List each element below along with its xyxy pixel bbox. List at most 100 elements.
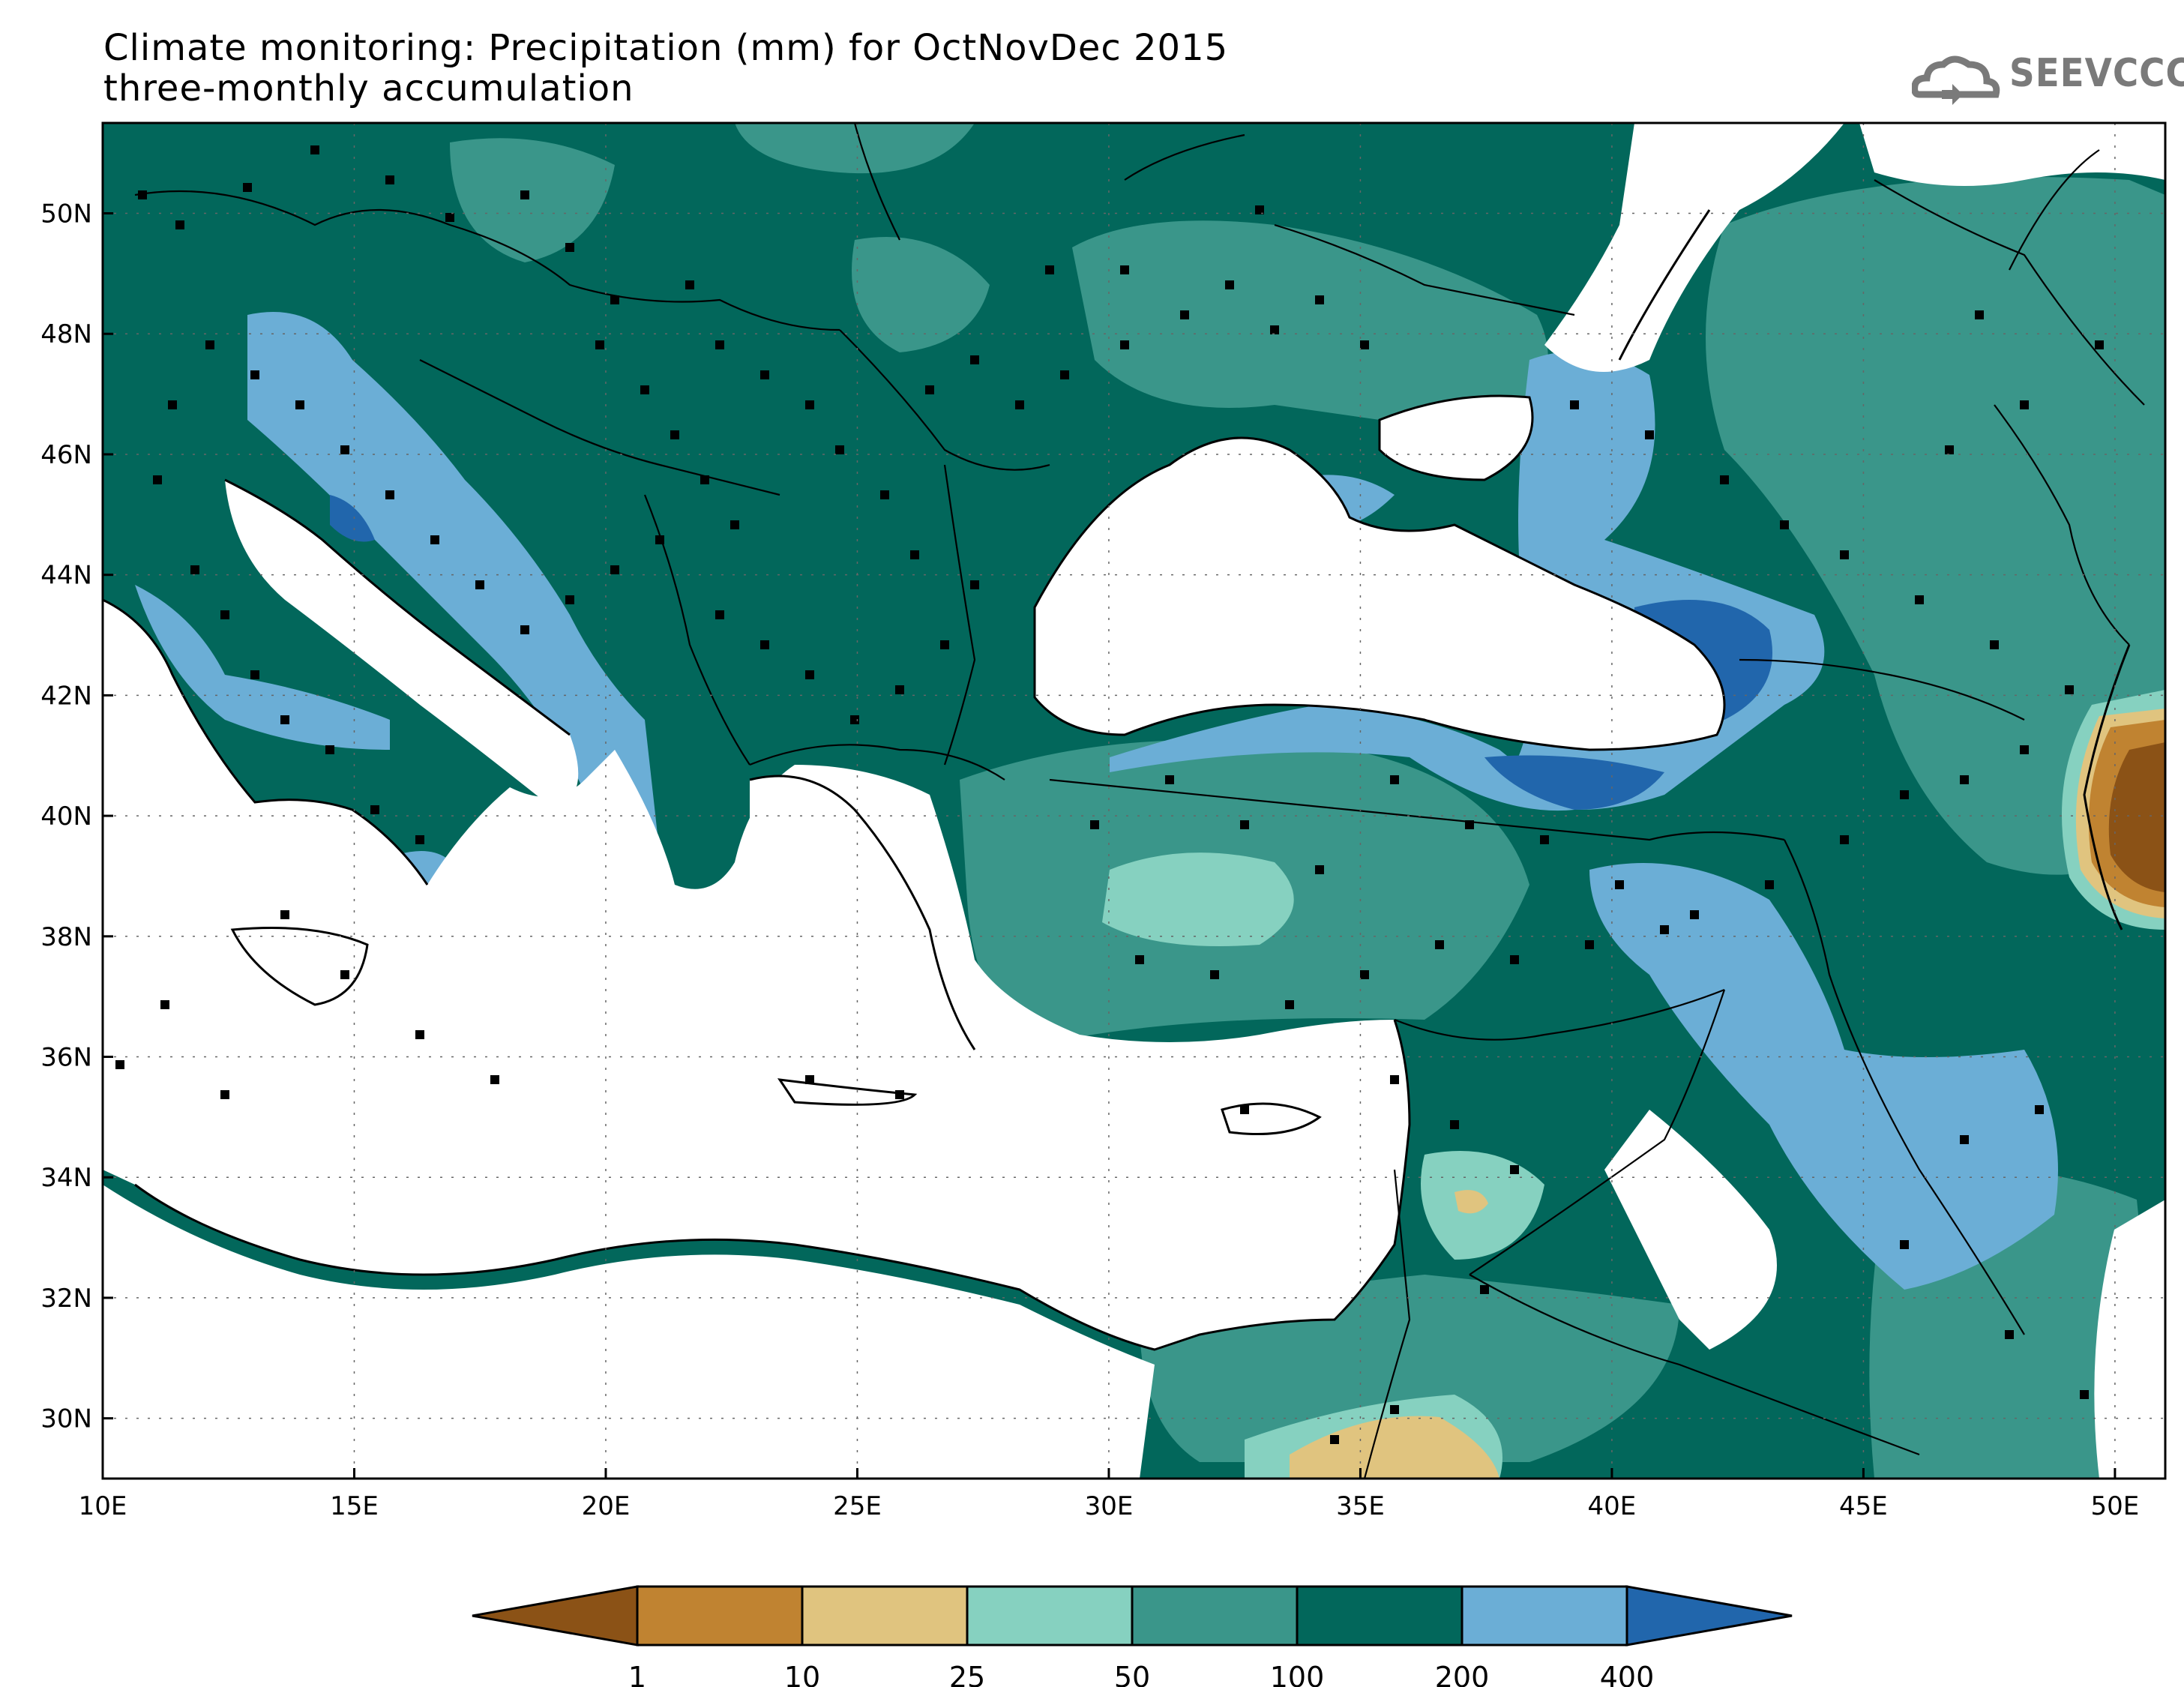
station-marker — [385, 175, 394, 184]
station-marker — [1315, 865, 1324, 874]
lon-label: 25E — [833, 1491, 882, 1521]
station-marker — [1570, 400, 1579, 409]
station-marker — [610, 295, 619, 304]
station-marker — [175, 220, 184, 229]
station-marker — [805, 400, 814, 409]
station-marker — [1225, 280, 1234, 289]
station-marker — [1765, 880, 1774, 889]
station-marker — [2020, 400, 2029, 409]
field-50-100-czech — [450, 138, 615, 262]
station-marker — [970, 580, 979, 589]
lat-label: 50N — [40, 199, 92, 229]
station-marker — [1015, 400, 1024, 409]
region-persian-gulf — [2094, 1200, 2165, 1479]
station-marker — [1720, 475, 1729, 484]
field-50-100-caspian — [1706, 177, 2165, 875]
station-marker — [1435, 940, 1444, 949]
lon-label: 35E — [1336, 1491, 1385, 1521]
colorbar-segment — [1131, 1585, 1299, 1647]
station-marker — [475, 580, 484, 589]
station-marker — [655, 535, 664, 544]
lat-label: 38N — [40, 922, 92, 952]
field-200-400-italy — [135, 585, 390, 750]
station-marker — [670, 430, 679, 439]
colorbar-tick-label: 200 — [1435, 1661, 1490, 1687]
lon-label: 50E — [2091, 1491, 2140, 1521]
field-50-100-ukraine — [1072, 220, 1548, 435]
station-marker — [520, 190, 529, 199]
station-marker — [1090, 820, 1099, 829]
station-marker — [1990, 640, 1999, 649]
region-russia-nodata-2 — [1859, 123, 2165, 186]
region-north-africa-nodata — [103, 1185, 1155, 1479]
station-marker — [250, 370, 259, 379]
sea-mediterranean — [103, 600, 1410, 1350]
lat-label: 30N — [40, 1404, 92, 1434]
station-marker — [1390, 775, 1399, 784]
colorbar-tick-label: 10 — [784, 1661, 820, 1687]
station-marker — [1180, 310, 1189, 319]
station-marker — [1330, 1435, 1339, 1444]
station-marker — [1900, 1240, 1909, 1249]
station-marker — [895, 685, 904, 694]
graticule — [103, 123, 2165, 1479]
lat-label: 44N — [40, 561, 92, 591]
lat-label: 40N — [40, 802, 92, 832]
station-marker — [1615, 880, 1624, 889]
lat-label: 34N — [40, 1163, 92, 1193]
station-marker — [1780, 520, 1789, 529]
field-50-100-poland — [735, 123, 975, 174]
station-markers — [115, 145, 2104, 1444]
station-marker — [2065, 685, 2074, 694]
station-marker — [1660, 925, 1669, 934]
station-marker — [1645, 430, 1654, 439]
station-marker — [1360, 970, 1369, 979]
station-marker — [340, 445, 349, 454]
station-marker — [760, 640, 769, 649]
station-marker — [805, 1075, 814, 1084]
station-marker — [1960, 1135, 1969, 1144]
station-marker — [610, 565, 619, 574]
station-marker — [415, 835, 424, 844]
colorbar-segment — [966, 1585, 1134, 1647]
station-marker — [760, 370, 769, 379]
map-fields — [103, 123, 2165, 1479]
station-marker — [385, 490, 394, 499]
station-marker — [910, 550, 919, 559]
colorbar-legend: 1 10 25 50 100 200 400 — [472, 1585, 1793, 1687]
station-marker — [220, 1090, 229, 1099]
station-marker — [430, 535, 439, 544]
station-marker — [160, 1000, 169, 1009]
station-marker — [1840, 550, 1849, 559]
lat-labels: 50N 48N 46N 44N 42N 40N 38N 36N 34N 32N 30N — [40, 199, 92, 1434]
station-marker — [520, 625, 529, 634]
field-50-100-hungary — [852, 237, 990, 352]
station-marker — [1900, 790, 1909, 799]
station-marker — [1480, 1285, 1489, 1294]
lat-label: 32N — [40, 1284, 92, 1314]
station-marker — [805, 670, 814, 679]
axis-ticks — [101, 212, 2117, 1479]
station-marker — [640, 385, 649, 394]
field-400-blacksea-south — [1484, 755, 1664, 810]
station-marker — [1360, 340, 1369, 349]
station-marker — [1210, 970, 1219, 979]
colorbar-segment — [1296, 1585, 1463, 1647]
colorbar-tick-label: 25 — [949, 1661, 985, 1687]
lon-label: 40E — [1588, 1491, 1637, 1521]
station-marker — [1945, 445, 1954, 454]
station-marker — [310, 145, 319, 154]
station-marker — [925, 385, 934, 394]
field-200-400-iraq — [1589, 863, 2058, 1290]
station-marker — [1960, 775, 1969, 784]
station-marker — [835, 445, 844, 454]
station-marker — [2080, 1390, 2089, 1399]
station-marker — [1540, 835, 1549, 844]
station-marker — [490, 1075, 499, 1084]
chart-subtitle: three-monthly accumulation — [103, 67, 634, 109]
station-marker — [2035, 1105, 2044, 1114]
sea-azov — [1380, 396, 1532, 480]
colorbar-segment-high-arrow — [1625, 1585, 1793, 1647]
colorbar-tick-label: 400 — [1600, 1661, 1655, 1687]
